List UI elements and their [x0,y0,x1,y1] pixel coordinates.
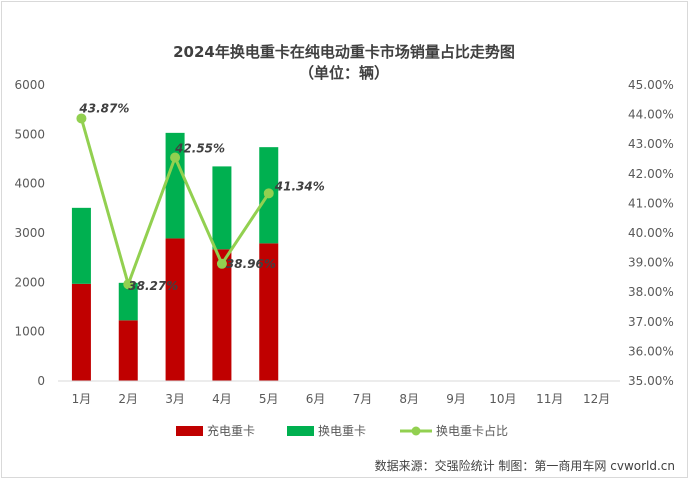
x-tick-label: 10月 [489,392,516,406]
bar-charging [71,283,91,381]
x-tick-label: 3月 [165,392,185,406]
bar-swap [212,166,232,250]
chart-subtitle: （单位：辆） [299,64,389,82]
legend-label-charging: 充电重卡 [207,423,255,438]
x-tick-label: 8月 [399,392,419,406]
y-left-tick-label: 2000 [14,275,45,289]
bar-charging [259,243,279,381]
y-left-tick-label: 6000 [14,78,45,92]
y-left-tick-label: 5000 [14,127,45,141]
y-right-tick-label: 38.00% [628,285,674,299]
x-tick-label: 6月 [306,392,326,406]
y-right-tick-label: 44.00% [628,108,674,122]
bar-charging [212,249,232,381]
line-point [216,258,227,269]
x-tick-label: 2月 [118,392,138,406]
x-tick-label: 7月 [353,392,373,406]
y-right-tick-label: 40.00% [628,226,674,240]
x-tick-label: 5月 [259,392,279,406]
data-label: 41.34% [274,179,325,193]
y-right-tick-label: 35.00% [628,374,674,388]
y-right-tick-label: 39.00% [628,256,674,270]
data-label: 38.27% [128,279,178,293]
y-right-tick-label: 37.00% [628,315,674,329]
bar-swap [165,132,185,239]
bar-charging [118,320,138,381]
legend-swatch-charging [176,426,203,436]
bar-charging [165,238,185,381]
footer-source: 数据来源：交强险统计 制图：第一商用车网 cvworld.cn [375,458,675,473]
y-right-tick-label: 45.00% [628,78,674,92]
y-left-tick-label: 3000 [14,226,45,240]
line-point [76,113,87,124]
bar-swap [118,282,138,321]
x-tick-label: 11月 [536,392,563,406]
y-right-tick-label: 42.00% [628,167,674,181]
data-label: 42.55% [174,142,225,156]
y-right-tick-label: 41.00% [628,196,674,210]
chart-title: 2024年换电重卡在纯电动重卡市场销量占比走势图 [173,43,515,61]
y-left-tick-label: 0 [37,374,45,388]
legend-label-share: 换电重卡占比 [436,423,508,438]
x-tick-label: 9月 [446,392,466,406]
y-right-tick-label: 43.00% [628,137,674,151]
y-right-tick-label: 36.00% [628,344,674,358]
line-point [123,279,134,290]
legend-swatch-swap [287,426,314,436]
legend-swatch-share-marker [411,426,421,436]
line-point [170,152,181,163]
bar-swap [71,207,91,284]
x-tick-label: 1月 [72,392,92,406]
line-point [263,188,274,199]
legend-label-swap: 换电重卡 [318,424,366,438]
y-left-tick-label: 4000 [14,177,45,191]
x-tick-label: 12月 [583,392,610,406]
x-tick-label: 4月 [212,392,232,406]
y-left-tick-label: 1000 [14,325,45,339]
data-label: 38.96% [226,257,276,271]
data-label: 43.87% [78,101,129,115]
